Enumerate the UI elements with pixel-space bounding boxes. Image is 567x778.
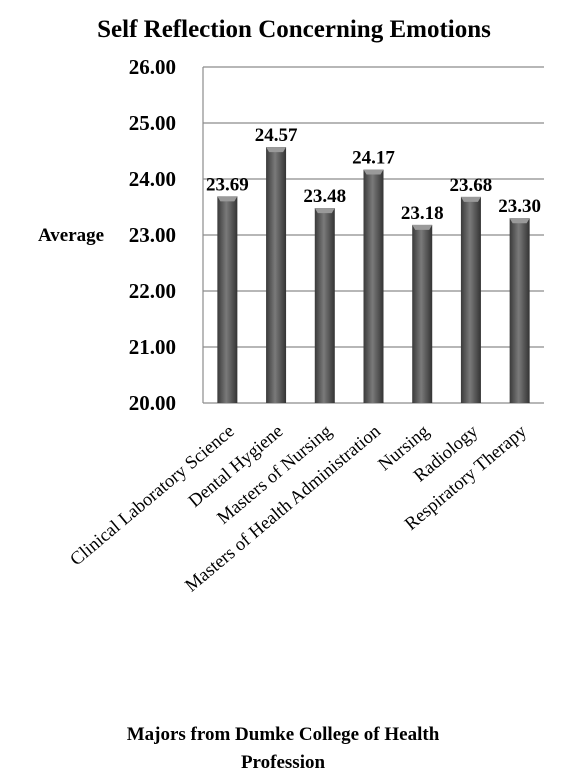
data-label: 24.17 [352,147,395,168]
data-label: 23.18 [401,203,444,224]
y-tick-label: 25.00 [129,111,176,135]
bar [509,218,530,403]
y-axis-label: Average [38,225,104,246]
data-label: 23.69 [206,174,249,195]
chart-title: Self Reflection Concerning Emotions [97,16,491,43]
y-tick-label: 23.00 [129,223,176,247]
bar [363,169,384,403]
y-tick-label: 20.00 [129,391,176,415]
data-label: 24.57 [255,125,298,146]
bar [460,196,481,403]
data-label: 23.30 [498,196,541,217]
bar [266,147,287,403]
data-label: 23.48 [303,186,346,207]
y-tick-label: 22.00 [129,279,176,303]
y-tick-label: 24.00 [129,167,176,191]
y-tick-label: 21.00 [129,335,176,359]
y-tick-label: 26.00 [129,55,176,79]
bar [217,196,238,403]
x-axis-label-line-1: Majors from Dumke College of Health [127,724,440,745]
bar [412,224,433,403]
data-label: 23.68 [450,175,493,196]
y-axis-ticks: 20.00 21.00 22.00 23.00 24.00 25.00 26.00 [129,55,176,415]
x-axis-label: Majors from Dumke College of Health Prof… [127,724,440,773]
x-axis-label-line-2: Profession [241,752,326,773]
bar [314,208,335,403]
bars [217,147,530,403]
